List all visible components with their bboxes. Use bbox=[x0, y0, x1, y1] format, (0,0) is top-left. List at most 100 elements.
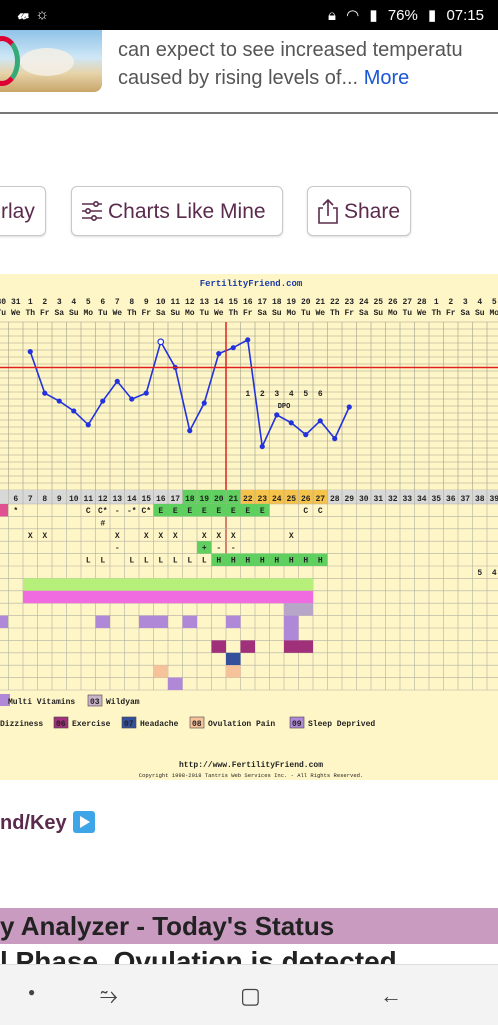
cm-value: C bbox=[318, 507, 323, 516]
cycle-day: 20 bbox=[214, 495, 224, 504]
more-link[interactable]: More bbox=[363, 67, 410, 89]
lh-value: H bbox=[245, 557, 250, 566]
grey-band bbox=[284, 603, 313, 616]
symptom-cell bbox=[226, 665, 241, 678]
lh-value: L bbox=[100, 557, 105, 566]
snippet-line-2: caused by rising levels of... More bbox=[118, 67, 410, 89]
date-label: 30 bbox=[0, 298, 6, 307]
cycle-day: 34 bbox=[417, 495, 427, 504]
date-label: 3 bbox=[57, 298, 62, 307]
weekday-label: Th bbox=[25, 309, 35, 318]
share-button[interactable]: Share bbox=[307, 186, 411, 236]
legend-label: Ovulation Pain bbox=[208, 720, 275, 729]
symptom-cell bbox=[240, 640, 255, 653]
weekday-label: Fr bbox=[40, 309, 50, 318]
green-band bbox=[23, 578, 313, 591]
weekday-label: Sa bbox=[156, 309, 166, 318]
cm-cell bbox=[240, 504, 255, 517]
fertility-chart-svg: FertilityFriend.com303112345678910111213… bbox=[0, 279, 498, 779]
opk-value: - bbox=[216, 544, 221, 553]
temperature-point bbox=[56, 398, 62, 404]
date-label: 20 bbox=[301, 298, 311, 307]
cm-cell bbox=[153, 504, 168, 517]
cycle-day-cell bbox=[269, 490, 284, 504]
dot-icon[interactable]: ● bbox=[28, 985, 36, 999]
date-label: 27 bbox=[402, 298, 412, 307]
cycle-day: 36 bbox=[446, 495, 456, 504]
symptom-cell bbox=[298, 640, 313, 653]
weekday-label: We bbox=[417, 309, 427, 318]
symptom-cell bbox=[211, 640, 226, 653]
date-label: 22 bbox=[330, 298, 340, 307]
status-bar: 𝔀 ☼ 🔒︎ ◠ ▮ 76% ▮ 07:15 bbox=[0, 0, 498, 30]
right-number: 4 bbox=[492, 569, 497, 578]
cycle-day: 14 bbox=[127, 495, 137, 504]
temperature-point bbox=[42, 390, 48, 396]
overlay-button[interactable]: rlay bbox=[0, 186, 46, 236]
lh-cell bbox=[240, 553, 255, 566]
date-label: 18 bbox=[272, 298, 282, 307]
temperature-point bbox=[71, 408, 77, 414]
cycle-day: 22 bbox=[243, 495, 253, 504]
cycle-day: 21 bbox=[228, 495, 238, 504]
lh-value: L bbox=[202, 557, 207, 566]
home-icon[interactable]: ▢ bbox=[240, 983, 261, 1008]
clock: 07:15 bbox=[446, 7, 484, 24]
cycle-day-cell bbox=[197, 490, 212, 504]
cycle-day: 28 bbox=[330, 495, 340, 504]
dpo-number: 3 bbox=[274, 390, 279, 399]
x-mark: X bbox=[216, 532, 221, 541]
date-label: 26 bbox=[388, 298, 398, 307]
weekday-label: Th bbox=[127, 309, 137, 318]
android-nav-bar: ● ⥲ ▢ ← bbox=[0, 964, 498, 1025]
date-label: 3 bbox=[463, 298, 468, 307]
temperature-point bbox=[114, 378, 120, 384]
legend-label: Wildyam bbox=[106, 698, 140, 707]
weekday-label: Tu bbox=[301, 309, 311, 318]
article-snippet: can expect to see increased temperatu ca… bbox=[118, 36, 498, 92]
back-icon[interactable]: ← bbox=[380, 983, 402, 1008]
legend-swatch bbox=[53, 716, 69, 729]
cycle-day: 16 bbox=[156, 495, 166, 504]
opk-value: + bbox=[202, 544, 207, 553]
cycle-day-cell bbox=[226, 490, 241, 504]
date-label: 14 bbox=[214, 298, 224, 307]
cycle-day: 27 bbox=[315, 495, 325, 504]
temperature-point bbox=[85, 422, 91, 428]
article-thumbnail[interactable] bbox=[0, 30, 102, 92]
weekday-label: We bbox=[315, 309, 325, 318]
opk-value: - bbox=[115, 544, 120, 553]
opk-cell bbox=[197, 541, 212, 554]
lh-cell bbox=[255, 553, 270, 566]
legend-key-link[interactable]: nd/Key bbox=[0, 810, 95, 835]
lh-value: H bbox=[216, 557, 221, 566]
cycle-day-cell bbox=[255, 490, 270, 504]
status-icons-left: 𝔀 ☼ bbox=[18, 6, 51, 23]
date-label: 31 bbox=[11, 298, 21, 307]
date-label: 25 bbox=[373, 298, 383, 307]
temperature-point bbox=[288, 420, 294, 426]
temperature-point bbox=[230, 345, 236, 351]
weekday-label: Fr bbox=[141, 309, 151, 318]
charts-like-mine-button[interactable]: Charts Like Mine bbox=[71, 186, 283, 236]
lh-cell bbox=[226, 553, 241, 566]
lh-value: L bbox=[129, 557, 134, 566]
date-label: 10 bbox=[156, 298, 166, 307]
legend-label: Headache bbox=[140, 720, 179, 729]
temperature-point bbox=[27, 349, 33, 355]
sliders-icon bbox=[82, 200, 102, 221]
thumbnail-cloud bbox=[20, 48, 74, 76]
footer-url: http://www.FertilityFriend.com bbox=[179, 761, 323, 770]
weekday-label: We bbox=[112, 309, 122, 318]
cycle-day: 26 bbox=[301, 495, 311, 504]
symptom-cell bbox=[226, 652, 241, 666]
cycle-day: 7 bbox=[28, 495, 33, 504]
battery-percent: 76% bbox=[387, 7, 418, 24]
analyzer-header: y Analyzer - Today's Status bbox=[0, 908, 498, 944]
weekday-label: Su bbox=[272, 309, 282, 318]
temperature-point bbox=[332, 436, 338, 442]
weekday-label: Tu bbox=[98, 309, 108, 318]
lh-value: H bbox=[303, 557, 308, 566]
cm-value: C* bbox=[98, 507, 108, 516]
recents-icon[interactable]: ⥲ bbox=[100, 983, 118, 1008]
